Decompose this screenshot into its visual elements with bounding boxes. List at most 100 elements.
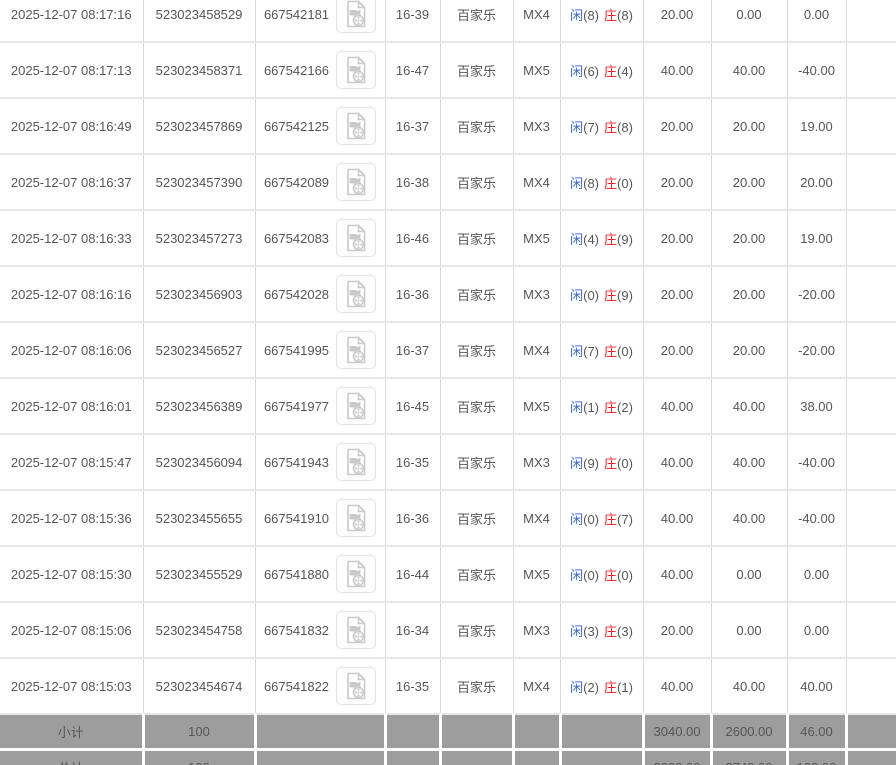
subtotal-label: 小计 bbox=[0, 714, 145, 751]
cell-bet-amount: 40.00 bbox=[643, 434, 712, 491]
total-row: 总计 109 3220.00 2740.00 103.00 bbox=[0, 749, 896, 765]
cell-bet-id: 523023455655 bbox=[143, 490, 256, 547]
cell-game-name: 百家乐 bbox=[440, 0, 514, 43]
cell-win-loss: -20.00 bbox=[787, 266, 847, 323]
cell-bet-time: 2025-12-07 08:16:01 bbox=[0, 378, 144, 435]
video-replay-button[interactable] bbox=[336, 275, 377, 313]
cell-table-round: 16-34 bbox=[385, 602, 441, 659]
video-replay-button[interactable] bbox=[336, 443, 377, 481]
cell-win-loss: 38.00 bbox=[787, 378, 847, 435]
round-id-text: 667541995 bbox=[263, 342, 330, 358]
video-replay-button[interactable] bbox=[336, 219, 377, 257]
round-id-text: 667542125 bbox=[263, 118, 330, 134]
player-label: 闲 bbox=[570, 567, 584, 583]
cell-valid-amount: 40.00 bbox=[711, 378, 788, 435]
cell-round-id: 667541995 bbox=[255, 322, 386, 379]
video-file-icon bbox=[347, 224, 366, 252]
video-replay-button[interactable] bbox=[336, 163, 377, 201]
cell-table-round: 16-39 bbox=[385, 0, 441, 43]
subtotal-valid-amount: 2600.00 bbox=[711, 714, 789, 751]
cell-bet-id: 523023456903 bbox=[143, 266, 256, 323]
cell-trailing-empty bbox=[846, 490, 896, 547]
cell-game-name: 百家乐 bbox=[440, 378, 514, 435]
round-id-text: 667541977 bbox=[263, 398, 330, 414]
cell-valid-amount: 40.00 bbox=[711, 434, 788, 491]
footer-empty-cell bbox=[560, 749, 645, 765]
cell-trailing-empty bbox=[846, 266, 896, 323]
cell-bet-amount: 40.00 bbox=[643, 490, 712, 547]
cell-trailing-empty bbox=[846, 602, 896, 659]
cell-result: 闲(0) 庄(7) bbox=[560, 490, 644, 547]
video-replay-button[interactable] bbox=[336, 499, 377, 537]
player-score: (7) bbox=[583, 343, 599, 359]
footer-empty-cell bbox=[513, 749, 562, 765]
cell-table-round: 16-37 bbox=[385, 98, 441, 155]
player-label: 闲 bbox=[570, 623, 584, 639]
round-id-text: 667541880 bbox=[263, 566, 330, 582]
cell-round-id: 667541832 bbox=[255, 602, 386, 659]
cell-result: 闲(7) 庄(0) bbox=[560, 322, 644, 379]
video-file-icon bbox=[347, 392, 366, 420]
video-replay-button[interactable] bbox=[336, 331, 377, 369]
banker-label: 庄 bbox=[604, 343, 618, 359]
cell-round-id: 667541910 bbox=[255, 490, 386, 547]
cell-trailing-empty bbox=[846, 322, 896, 379]
banker-label: 庄 bbox=[604, 399, 618, 415]
player-label: 闲 bbox=[570, 231, 584, 247]
cell-bet-id: 523023455529 bbox=[143, 546, 256, 603]
cell-bet-time: 2025-12-07 08:16:16 bbox=[0, 266, 144, 323]
video-replay-button[interactable] bbox=[336, 51, 377, 89]
player-label: 闲 bbox=[570, 119, 584, 135]
cell-result: 闲(7) 庄(8) bbox=[560, 98, 644, 155]
video-file-icon bbox=[347, 0, 366, 28]
footer-empty-cell bbox=[440, 714, 515, 751]
banker-score: (9) bbox=[617, 287, 633, 303]
footer-empty-cell bbox=[560, 714, 645, 751]
cell-result: 闲(2) 庄(1) bbox=[560, 658, 644, 715]
subtotal-win-loss: 46.00 bbox=[787, 714, 848, 751]
cell-bet-amount: 20.00 bbox=[643, 602, 712, 659]
cell-bet-time: 2025-12-07 08:15:30 bbox=[0, 546, 144, 603]
video-file-icon bbox=[347, 56, 366, 84]
cell-table-round: 16-45 bbox=[385, 378, 441, 435]
subtotal-bet-amount: 3040.00 bbox=[643, 714, 713, 751]
video-replay-button[interactable] bbox=[336, 0, 377, 33]
cell-bet-amount: 20.00 bbox=[643, 266, 712, 323]
player-score: (6) bbox=[583, 63, 599, 79]
banker-score: (3) bbox=[617, 623, 633, 639]
video-replay-button[interactable] bbox=[336, 387, 377, 425]
banker-label: 庄 bbox=[604, 175, 618, 191]
cell-bet-time: 2025-12-07 08:15:06 bbox=[0, 602, 144, 659]
cell-win-loss: 0.00 bbox=[787, 546, 847, 603]
cell-room: MX4 bbox=[513, 0, 561, 43]
cell-bet-id: 523023456527 bbox=[143, 322, 256, 379]
player-score: (0) bbox=[583, 511, 599, 527]
cell-trailing-empty bbox=[846, 42, 896, 99]
player-score: (3) bbox=[583, 623, 599, 639]
cell-bet-amount: 40.00 bbox=[643, 378, 712, 435]
footer-empty-cell bbox=[255, 749, 387, 765]
player-score: (2) bbox=[583, 679, 599, 695]
video-replay-button[interactable] bbox=[336, 667, 377, 705]
video-replay-button[interactable] bbox=[336, 555, 377, 593]
total-label: 总计 bbox=[0, 749, 145, 765]
cell-bet-id: 523023456094 bbox=[143, 434, 256, 491]
cell-trailing-empty bbox=[846, 378, 896, 435]
banker-score: (1) bbox=[617, 679, 633, 695]
cell-bet-time: 2025-12-07 08:16:33 bbox=[0, 210, 144, 267]
player-score: (8) bbox=[583, 7, 599, 23]
round-id-text: 667542028 bbox=[263, 286, 330, 302]
table-row: 2025-12-07 08:15:47 523023456094 6675419… bbox=[0, 434, 896, 491]
round-id-text: 667542083 bbox=[263, 230, 330, 246]
cell-room: MX3 bbox=[513, 602, 561, 659]
video-replay-button[interactable] bbox=[336, 611, 377, 649]
cell-bet-amount: 40.00 bbox=[643, 658, 712, 715]
cell-win-loss: 19.00 bbox=[787, 210, 847, 267]
cell-trailing-empty bbox=[846, 658, 896, 715]
video-replay-button[interactable] bbox=[336, 107, 377, 145]
total-win-loss: 103.00 bbox=[787, 749, 848, 765]
player-score: (4) bbox=[583, 231, 599, 247]
cell-room: MX4 bbox=[513, 658, 561, 715]
cell-bet-id: 523023454674 bbox=[143, 658, 256, 715]
cell-trailing-empty bbox=[846, 210, 896, 267]
